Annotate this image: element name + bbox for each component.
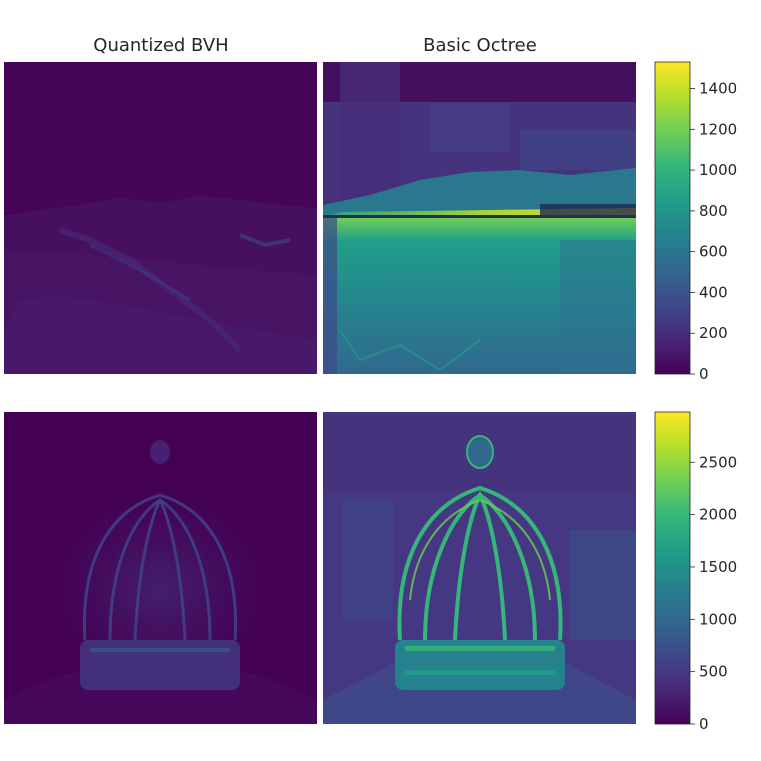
heatmap-crown-octree bbox=[323, 412, 636, 724]
colorbar-1: 0 200 400 600 800 1000 1200 1400 bbox=[654, 61, 737, 383]
panel-title-basic-octree: Basic Octree bbox=[423, 35, 537, 56]
colorbar-tick-label: 500 bbox=[699, 663, 728, 681]
colorbar-2-ticks: 0 500 1000 1500 2000 2500 bbox=[690, 453, 737, 733]
colorbar-tick-label: 0 bbox=[699, 365, 709, 383]
colorbar-tick-label: 2000 bbox=[699, 506, 737, 524]
colorbar-tick-label: 1000 bbox=[699, 161, 737, 179]
colorbar-tick-label: 2500 bbox=[699, 453, 737, 471]
colorbar-tick-label: 800 bbox=[699, 202, 728, 220]
colorbar-tick-label: 1000 bbox=[699, 610, 737, 628]
colorbar-tick-label: 1400 bbox=[699, 80, 737, 98]
colorbar-tick-label: 1500 bbox=[699, 558, 737, 576]
colorbar-2: 0 500 1000 1500 2000 2500 bbox=[654, 411, 737, 733]
heatmap-landscape-bvh bbox=[4, 62, 317, 374]
colorbar-1-ticks: 0 200 400 600 800 1000 1200 1400 bbox=[690, 80, 737, 383]
colorbar-tick-label: 1200 bbox=[699, 120, 737, 138]
colorbar-tick-label: 600 bbox=[699, 243, 728, 261]
colorbar-tick-label: 200 bbox=[699, 324, 728, 342]
heatmap-crown-bvh bbox=[4, 412, 317, 724]
heatmap-landscape-octree bbox=[323, 62, 636, 374]
panel-title-quantized-bvh: Quantized BVH bbox=[93, 35, 228, 56]
colorbar-tick-label: 400 bbox=[699, 283, 728, 301]
colorbar-tick-label: 0 bbox=[699, 715, 709, 733]
